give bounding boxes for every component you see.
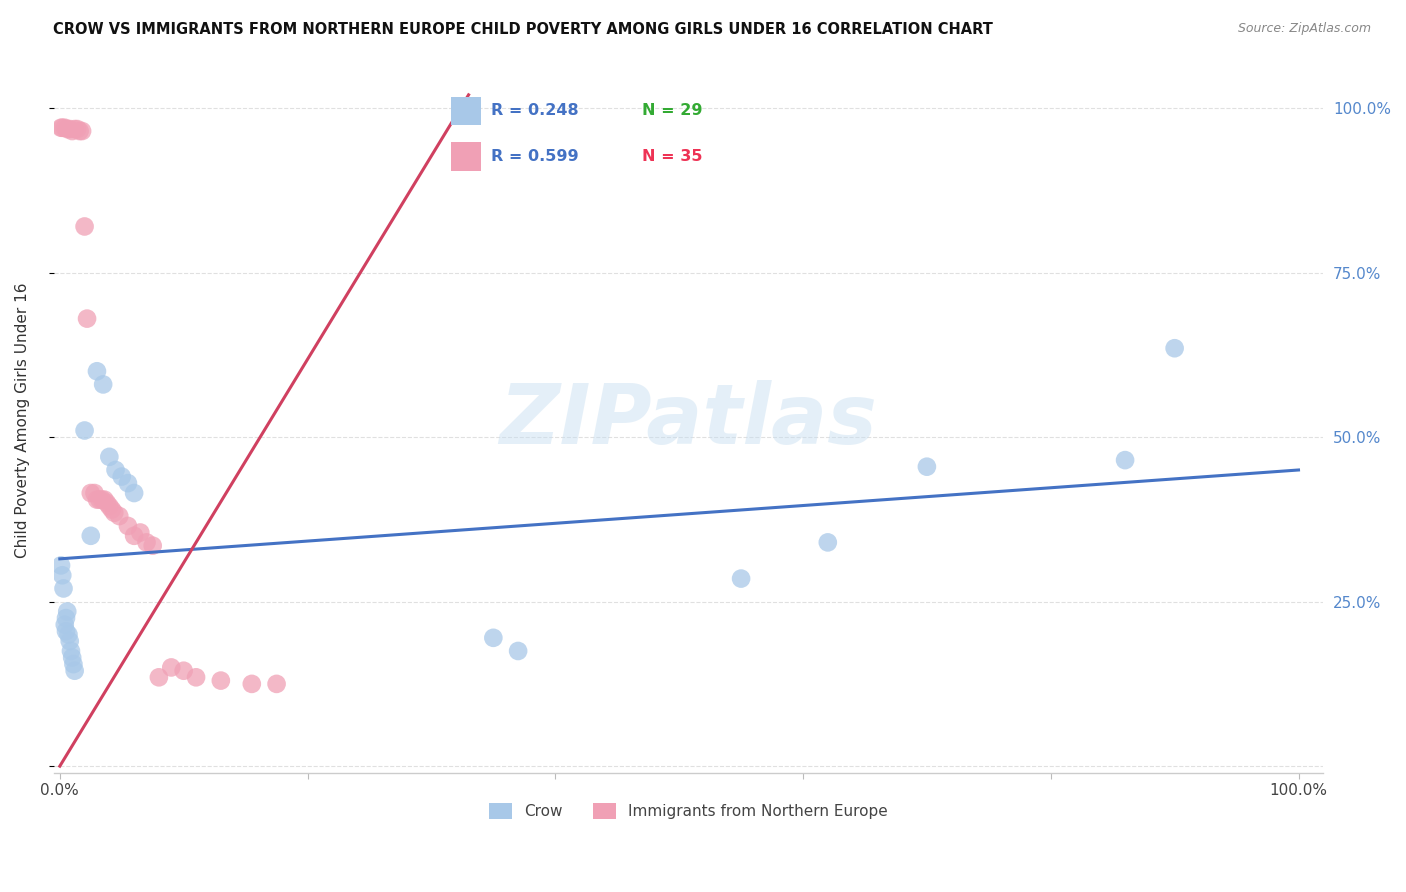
Point <box>80 529 103 543</box>
Point <box>142 539 165 553</box>
Point <box>59 634 82 648</box>
Point <box>73 424 96 438</box>
Point <box>508 644 530 658</box>
Point <box>122 486 145 500</box>
Point <box>56 122 79 136</box>
Point <box>55 624 77 639</box>
Point <box>111 469 134 483</box>
Point <box>98 450 121 464</box>
Point <box>101 502 124 516</box>
Point <box>58 627 80 641</box>
Legend: Crow, Immigrants from Northern Europe: Crow, Immigrants from Northern Europe <box>482 797 894 825</box>
Point <box>63 664 86 678</box>
Point <box>160 660 183 674</box>
Point <box>104 463 127 477</box>
Point <box>55 611 77 625</box>
Point <box>90 492 112 507</box>
Point <box>49 120 72 135</box>
Point <box>51 120 73 135</box>
Point <box>93 492 115 507</box>
Text: Source: ZipAtlas.com: Source: ZipAtlas.com <box>1237 22 1371 36</box>
Point <box>80 486 103 500</box>
Point <box>915 459 938 474</box>
Point <box>76 311 98 326</box>
Point <box>86 492 108 507</box>
Point <box>89 492 111 507</box>
Point <box>70 124 93 138</box>
Point <box>209 673 232 688</box>
Point <box>135 535 157 549</box>
Point <box>817 535 839 549</box>
Point <box>129 525 152 540</box>
Point <box>66 122 89 136</box>
Point <box>96 496 118 510</box>
Point <box>1114 453 1136 467</box>
Point <box>1163 341 1185 355</box>
Point <box>60 650 83 665</box>
Text: CROW VS IMMIGRANTS FROM NORTHERN EUROPE CHILD POVERTY AMONG GIRLS UNDER 16 CORRE: CROW VS IMMIGRANTS FROM NORTHERN EUROPE … <box>53 22 993 37</box>
Point <box>83 486 105 500</box>
Point <box>56 605 79 619</box>
Point <box>62 657 84 672</box>
Point <box>117 519 139 533</box>
Point <box>148 670 170 684</box>
Point <box>184 670 207 684</box>
Point <box>69 124 91 138</box>
Point <box>91 377 114 392</box>
Point <box>108 509 131 524</box>
Point <box>49 558 72 573</box>
Point <box>266 677 288 691</box>
Text: ZIPatlas: ZIPatlas <box>499 380 877 461</box>
Point <box>173 664 195 678</box>
Point <box>53 617 76 632</box>
Point <box>240 677 263 691</box>
Point <box>51 568 73 582</box>
Point <box>98 499 121 513</box>
Point <box>103 506 125 520</box>
Point <box>59 122 82 136</box>
Point <box>482 631 505 645</box>
Y-axis label: Child Poverty Among Girls Under 16: Child Poverty Among Girls Under 16 <box>15 283 30 558</box>
Point <box>730 572 752 586</box>
Point <box>63 122 86 136</box>
Point <box>117 476 139 491</box>
Point <box>53 120 76 135</box>
Point <box>59 644 82 658</box>
Point <box>60 124 83 138</box>
Point <box>86 364 108 378</box>
Point <box>122 529 145 543</box>
Point <box>52 582 75 596</box>
Point <box>73 219 96 234</box>
